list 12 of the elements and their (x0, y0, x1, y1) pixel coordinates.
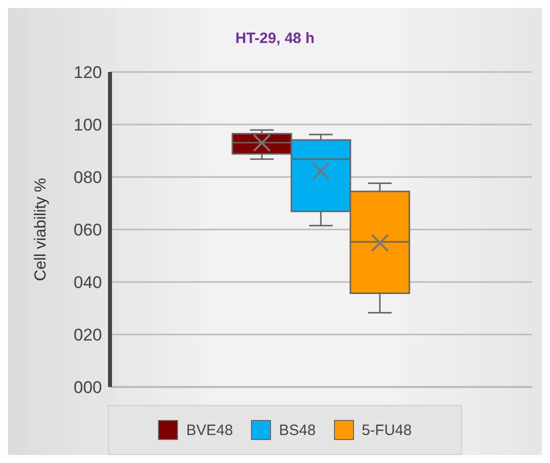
y-tick-label: 100 (74, 116, 102, 135)
y-tick-label: 080 (74, 168, 102, 188)
y-tick-label: 120 (74, 63, 102, 82)
y-tick-label: 060 (74, 220, 102, 240)
legend-label: BS48 (278, 422, 316, 438)
y-axis-title: Cell viability % (32, 178, 50, 282)
legend-label: 5-FU48 (362, 422, 412, 438)
y-tick-label: 020 (74, 326, 102, 345)
legend-label: BVE48 (186, 422, 233, 438)
y-tick-label: 000 (74, 378, 102, 398)
y-tick-label: 040 (74, 273, 102, 292)
chart-title: HT-29, 48 h (234, 29, 316, 49)
